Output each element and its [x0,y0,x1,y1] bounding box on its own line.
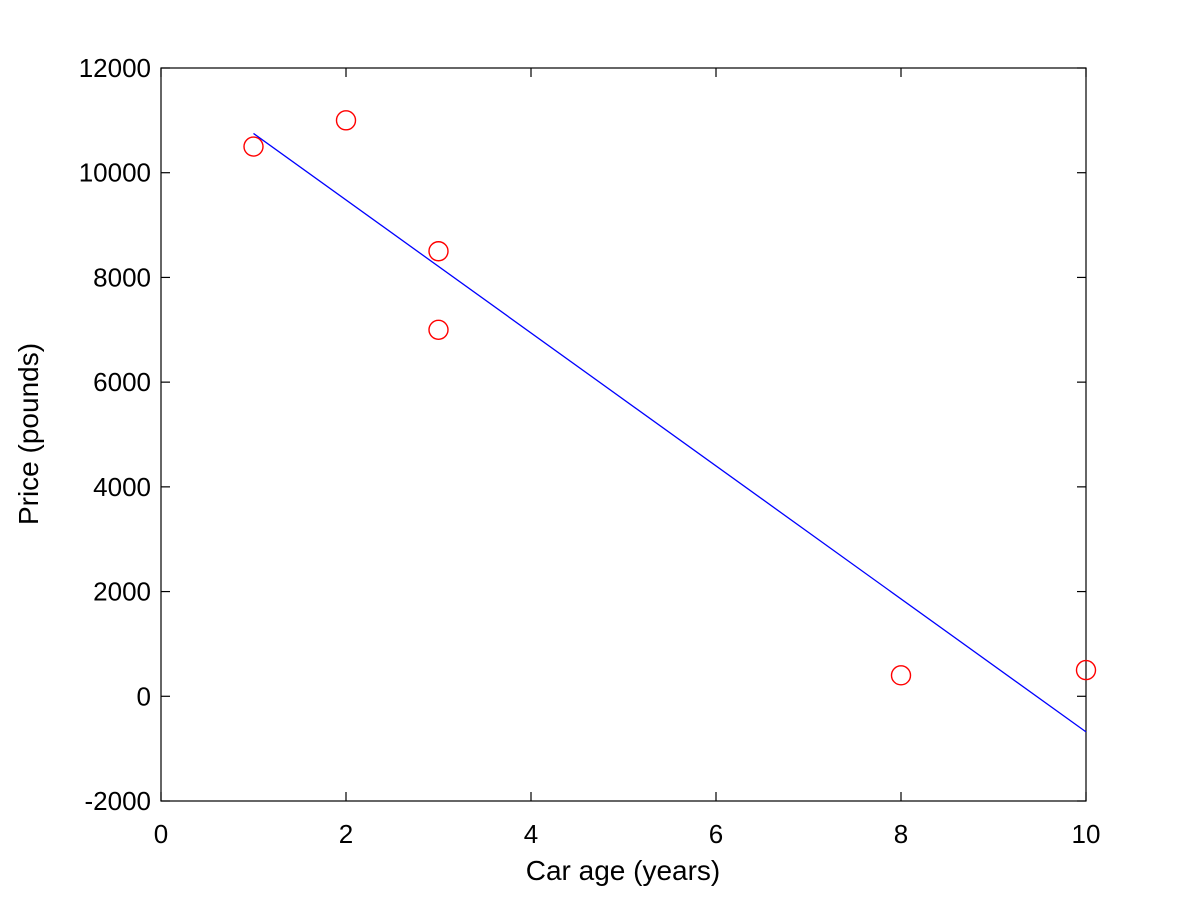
x-tick-label: 0 [154,819,168,849]
x-tick-label: 8 [894,819,908,849]
regression-line [253,132,1087,733]
data-point [335,110,357,131]
x-tick-label: 4 [524,819,538,849]
y-tick-label: 4000 [93,472,151,502]
y-tick-label: 6000 [93,367,151,397]
y-tick-label: 2000 [93,577,151,607]
y-tick-label: 8000 [93,262,151,292]
data-point [243,136,264,157]
y-tick-label: 0 [137,681,151,711]
x-tick-labels: 0 2 4 6 8 10 [154,819,1101,849]
y-axis-label: Price (pounds) [13,343,44,525]
x-tick-label: 10 [1072,819,1101,849]
plot-area-frame [160,67,1087,802]
axis-ticks [160,67,1087,802]
data-point [1075,659,1097,681]
y-tick-label: -2000 [85,786,152,816]
y-tick-labels: -2000 0 2000 4000 6000 8000 10000 12000 [79,53,151,816]
data-point [890,665,912,686]
x-tick-label: 2 [339,819,353,849]
x-tick-label: 6 [709,819,723,849]
series-layer [243,110,1097,733]
y-tick-label: 12000 [79,53,151,83]
data-point [428,241,449,262]
x-axis-label: Car age (years) [526,855,721,886]
data-point [428,319,449,340]
y-tick-label: 10000 [79,158,151,188]
